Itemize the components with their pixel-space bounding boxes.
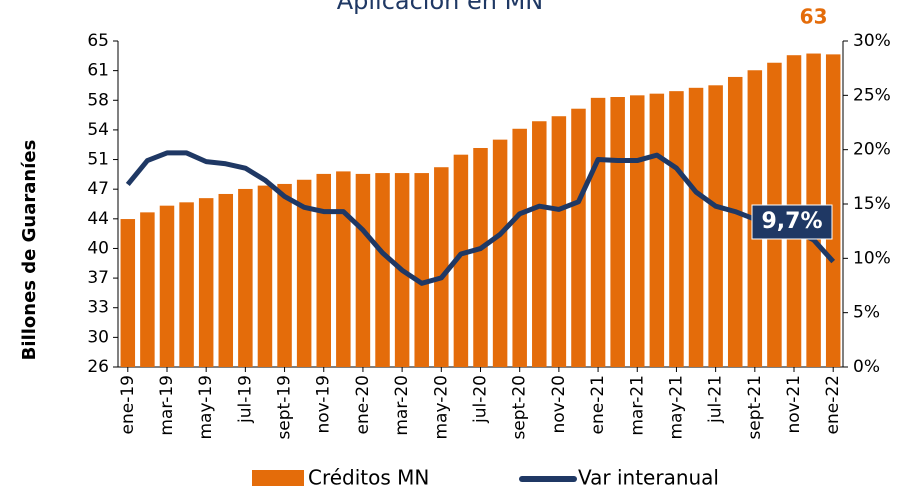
bar [708,85,723,368]
y2-tick-label: 10% [853,248,891,268]
y-tick-label: 61 [87,61,109,81]
bar [218,193,234,367]
y-axis-label: Billones de Guaraníes [19,140,40,361]
bar [198,198,214,367]
y2-tick-label: 20% [853,140,891,160]
bar [669,91,684,368]
y2-tick-label: 30% [853,31,891,51]
y2-tick-label: 15% [853,194,891,214]
y-tick-label: 30 [87,327,109,347]
bar [434,167,449,367]
bar [120,219,136,367]
y2-tick-label: 25% [853,85,891,105]
x-tick-label: ene-21 [588,375,608,434]
bar [316,173,331,367]
y-tick-label: 65 [87,31,109,51]
bar [277,183,292,367]
y-tick-label: 40 [87,238,109,258]
y-tick-label: 47 [87,179,109,199]
bar [238,188,253,367]
x-tick-label: mar-19 [157,375,177,436]
y-tick-label: 26 [87,357,109,377]
bar [727,76,743,367]
y-tick-label: 33 [87,298,109,318]
y2-tick-label: 5% [853,303,880,323]
chart-title: Aplicación en MN [337,0,544,15]
bar [179,202,194,367]
bar [140,212,155,367]
bar [453,154,469,367]
x-tick-label: ene-22 [823,375,843,434]
legend-swatch [252,470,304,486]
x-tick-label: nov-21 [784,375,804,434]
x-tick-label: jul-19 [235,375,255,424]
y-tick-label: 51 [87,150,109,170]
bar [492,139,508,367]
x-tick-label: sept-19 [275,375,295,440]
legend-label: Var interanual [578,466,719,490]
x-tick-label: sept-21 [745,375,765,440]
bar [571,108,586,367]
x-tick-label: nov-19 [314,375,334,434]
y-tick-label: 58 [87,90,109,110]
x-tick-label: sept-20 [510,375,530,440]
bar [590,97,606,367]
bar [375,173,390,367]
x-tick-label: jul-21 [706,375,726,424]
bar [257,185,273,367]
bar [296,179,312,367]
annotation-box [751,204,833,240]
bar [649,93,665,368]
line [125,150,836,286]
bar [630,95,645,367]
bar [610,97,625,367]
x-tick-label: jul-20 [471,375,491,424]
y-tick-label: 54 [87,120,109,140]
legend-label: Créditos MN [308,466,429,490]
y-tick-label: 44 [87,209,109,229]
x-tick-label: nov-20 [549,375,569,434]
x-tick-label: may-21 [666,375,686,440]
bar [688,87,704,368]
bar [532,121,547,367]
x-tick-label: ene-19 [118,375,138,434]
y2-tick-label: 0% [853,357,880,377]
annotation: 9,7% [761,209,822,234]
bar [414,173,429,367]
annotation: 63 [800,5,828,29]
bar [512,128,527,367]
x-tick-label: ene-20 [353,375,373,434]
bar [355,173,371,367]
bar [336,171,351,367]
x-tick-label: mar-20 [392,375,412,436]
bar [159,205,175,367]
bar [551,116,567,367]
y-tick-label: 37 [87,268,109,288]
x-tick-label: may-19 [196,375,216,440]
bar [473,147,488,367]
bar [825,54,841,367]
x-tick-label: mar-21 [627,375,647,436]
x-tick-label: may-20 [431,375,451,440]
